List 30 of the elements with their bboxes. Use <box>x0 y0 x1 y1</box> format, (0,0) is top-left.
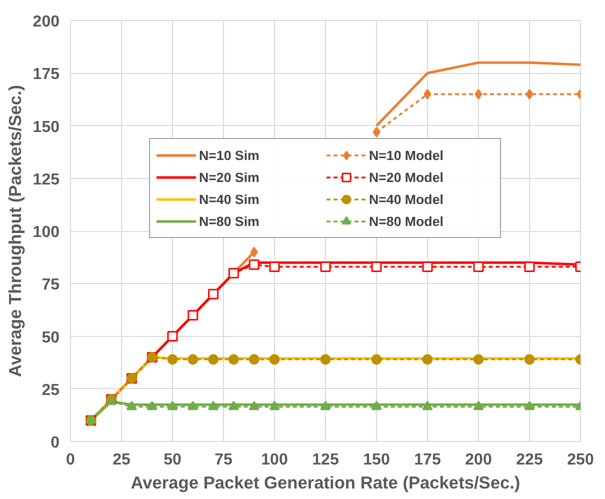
legend-label: N=80 Model <box>369 212 444 230</box>
y-tick-label: 50 <box>42 329 60 346</box>
x-tick-label: 150 <box>363 452 390 468</box>
y-tick-label: 75 <box>42 276 60 294</box>
y-tick-label: 0 <box>50 434 60 452</box>
y-tick-label: 200 <box>32 14 60 30</box>
x-tick-label: 25 <box>112 452 130 468</box>
x-tick-label: 175 <box>414 452 441 468</box>
x-tick-label: 100 <box>261 452 288 468</box>
y-tick-label: 100 <box>32 224 60 241</box>
x-tick-label: 250 <box>567 452 594 468</box>
x-tick-label: 50 <box>164 452 182 468</box>
legend-label: N=80 Sim <box>199 212 260 230</box>
legend-label: N=40 Sim <box>199 190 260 208</box>
x-tick-label: 125 <box>312 452 339 468</box>
x-tick-label: 75 <box>214 452 232 468</box>
x-tick-label: 200 <box>465 452 492 468</box>
y-tick-label: 25 <box>42 382 60 399</box>
y-tick-label: 175 <box>32 66 60 84</box>
legend-label: N=10 Sim <box>199 146 260 164</box>
legend-label: N=10 Model <box>369 146 444 164</box>
y-tick-label: 125 <box>32 171 60 188</box>
x-tick-label: 225 <box>516 452 543 468</box>
legend-label: N=40 Model <box>369 190 444 208</box>
legend-label: N=20 Sim <box>199 168 260 186</box>
x-tick-label: 0 <box>66 452 76 468</box>
y-axis-title: Average Throughput (Packets/Sec.) <box>4 84 25 378</box>
legend-label: N=20 Model <box>369 168 444 186</box>
x-axis-title: Average Packet Generation Rate (Packets/Sec.) <box>130 472 520 492</box>
y-tick-label: 150 <box>32 118 60 136</box>
